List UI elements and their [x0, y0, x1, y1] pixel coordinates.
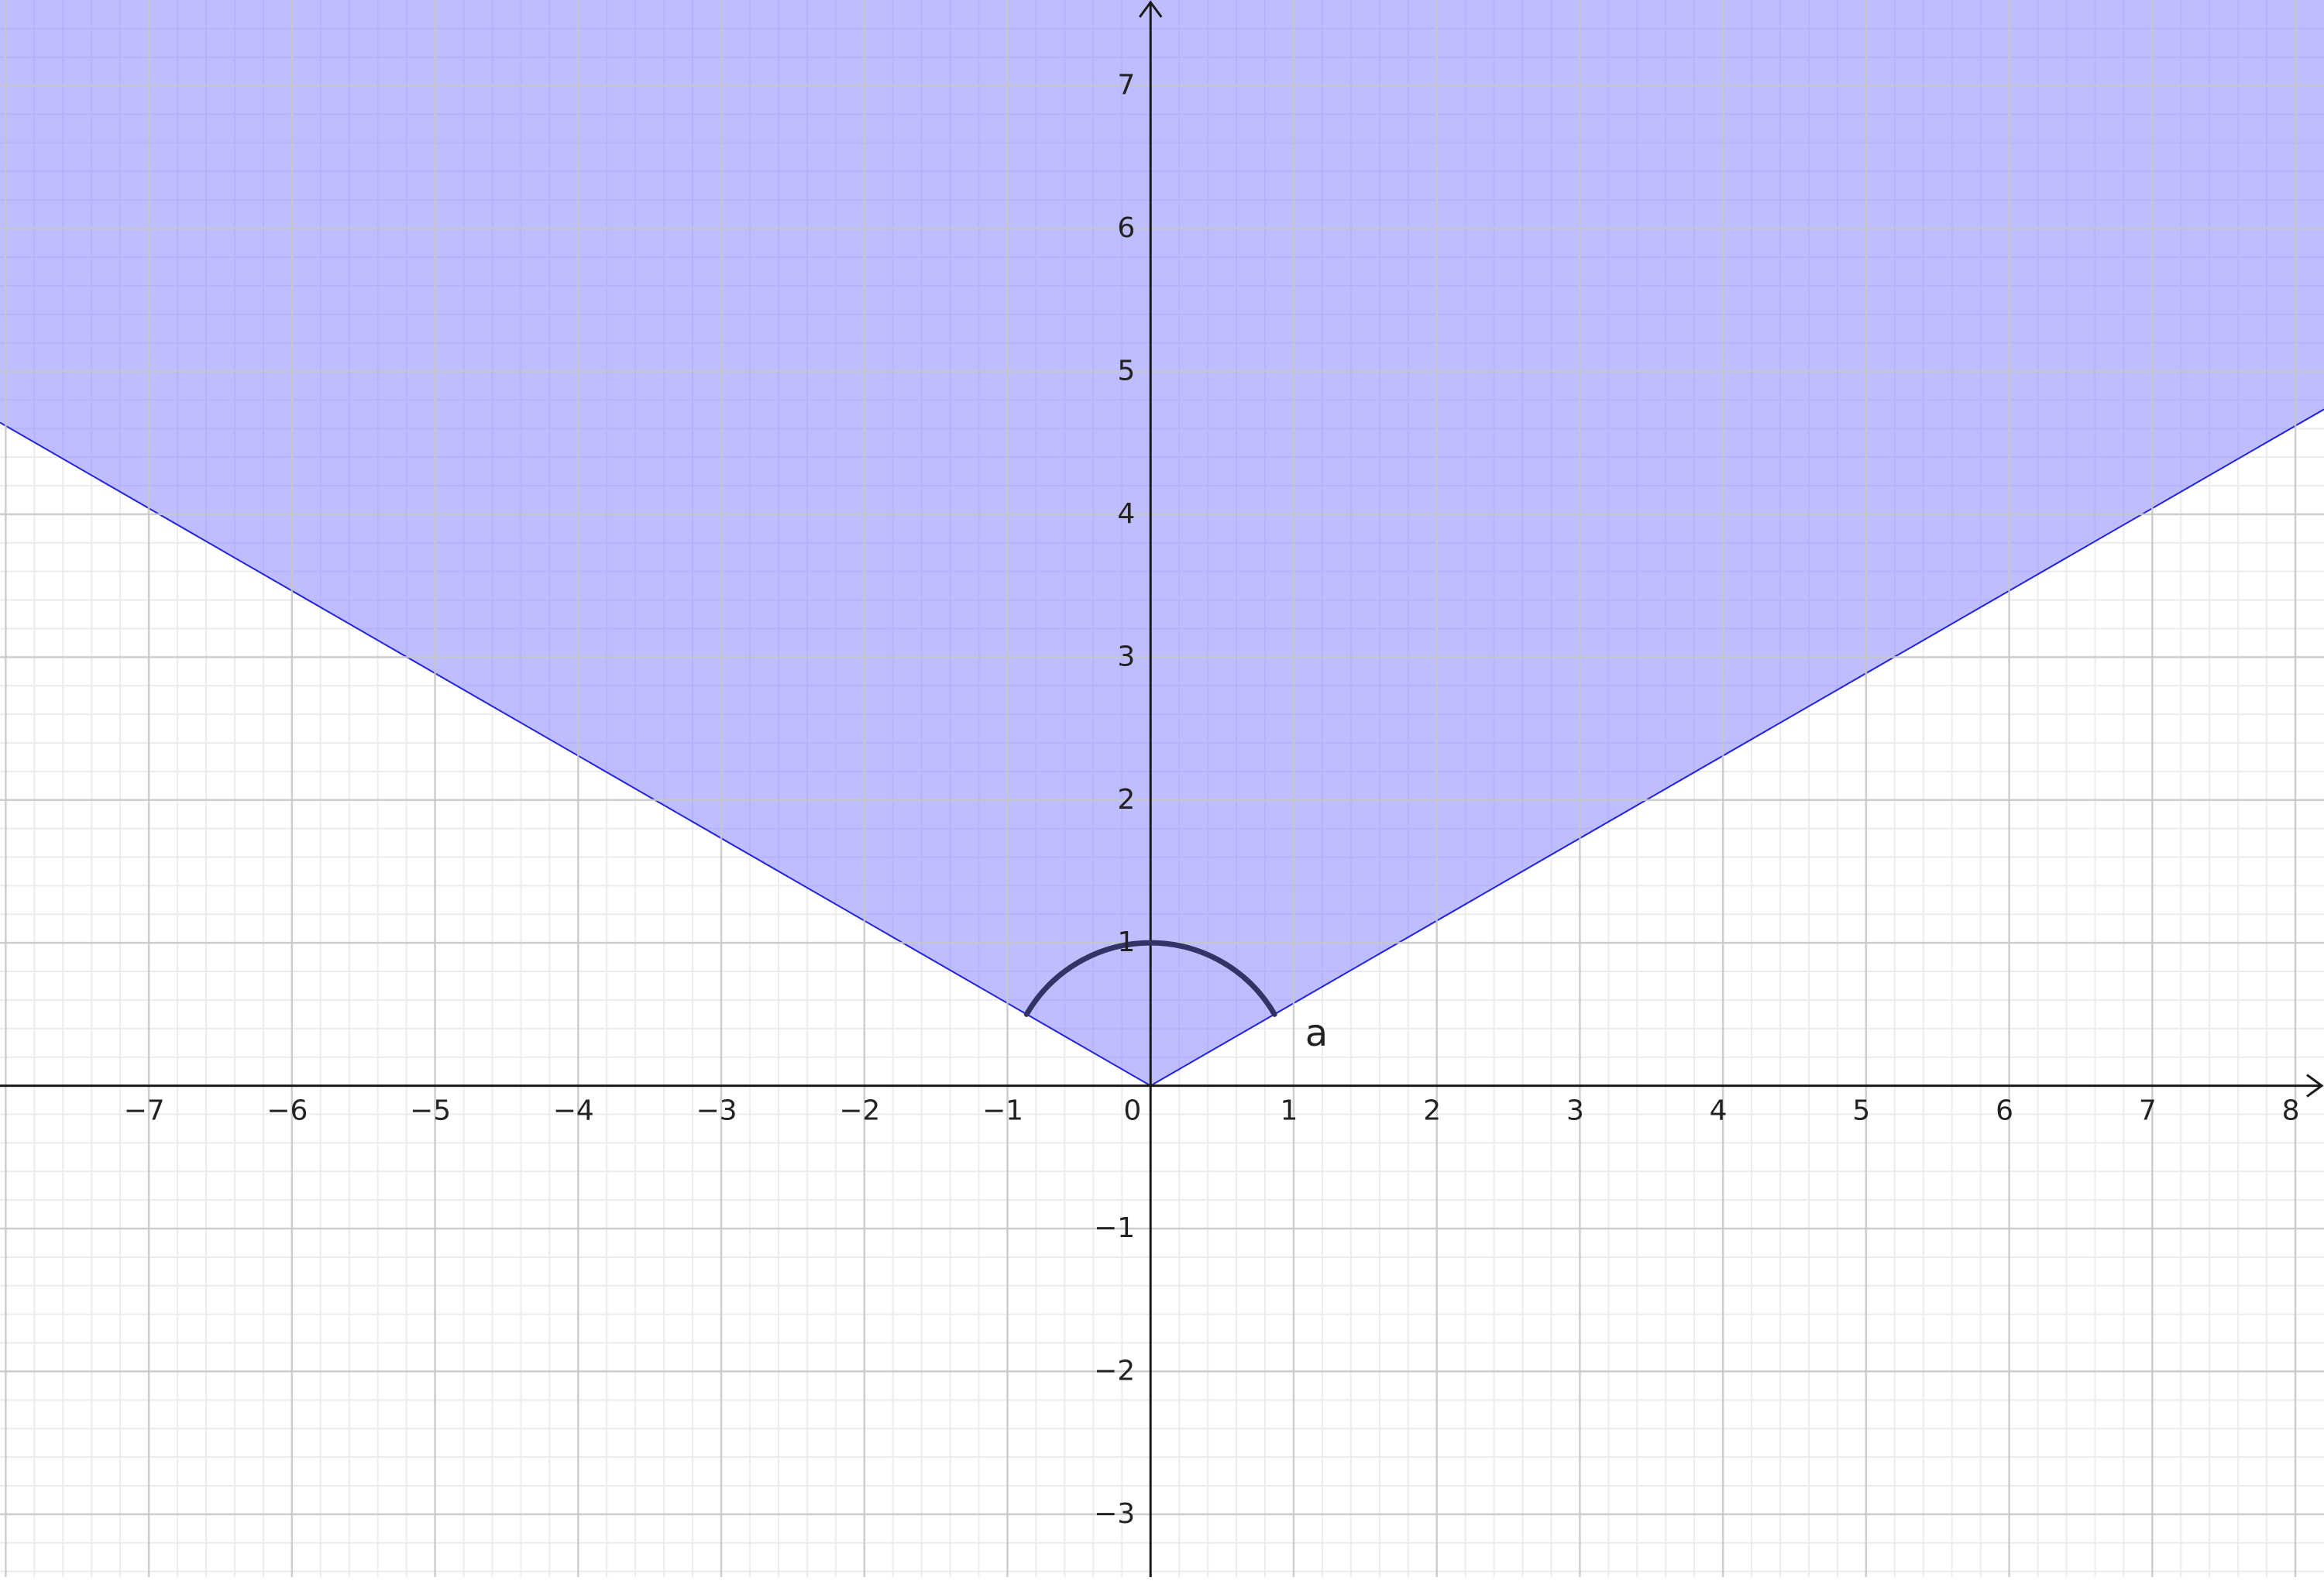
y-tick-label: −3 [1094, 1498, 1135, 1530]
x-tick-label: −5 [410, 1095, 451, 1127]
x-tick-label: 4 [1710, 1095, 1728, 1127]
shaded-region[interactable] [0, 0, 2324, 1086]
x-tick-label: 0 [1123, 1095, 1141, 1127]
region-right-boundary[interactable] [1150, 408, 2324, 1087]
x-tick-label: 7 [2139, 1095, 2157, 1127]
x-axis-arrow-icon [2306, 1074, 2324, 1098]
y-tick-label: 4 [1117, 498, 1135, 530]
angle-arc[interactable] [1023, 940, 1277, 1017]
angle-arc-layer: a [1023, 940, 1328, 1055]
x-tick-label: −1 [982, 1095, 1023, 1127]
x-tick-label: 3 [1566, 1095, 1584, 1127]
region-left-boundary[interactable] [0, 421, 1151, 1087]
x-tick-label: 5 [1852, 1095, 1870, 1127]
tick-labels: −7 −6 −5 −4 −3 −2 −1 0 1 2 3 4 5 6 7 8 −3 −2 −1 1 2 3 4 5 6 7 [124, 70, 2300, 1530]
x-tick-label: 6 [1996, 1095, 2013, 1127]
y-tick-label: 1 [1117, 926, 1135, 958]
y-tick-label: −1 [1094, 1212, 1135, 1244]
x-tick-label: 2 [1423, 1095, 1441, 1127]
x-tick-label: −4 [553, 1095, 594, 1127]
x-tick-label: 1 [1280, 1095, 1298, 1127]
y-tick-label: 7 [1117, 70, 1135, 101]
y-tick-label: 6 [1117, 212, 1135, 244]
angle-label: a [1305, 1012, 1328, 1055]
x-tick-label: −7 [124, 1095, 165, 1127]
y-axis-arrow-icon [1139, 0, 1163, 18]
y-tick-label: 2 [1117, 784, 1135, 816]
shaded-region-layer [0, 0, 2324, 1087]
x-tick-label: −6 [266, 1095, 308, 1127]
x-tick-label: −3 [696, 1095, 737, 1127]
y-tick-label: −2 [1094, 1355, 1135, 1387]
x-tick-label: 8 [2282, 1095, 2300, 1127]
y-tick-label: 5 [1117, 355, 1135, 387]
y-tick-label: 3 [1117, 641, 1135, 672]
x-tick-label: −2 [839, 1095, 880, 1127]
